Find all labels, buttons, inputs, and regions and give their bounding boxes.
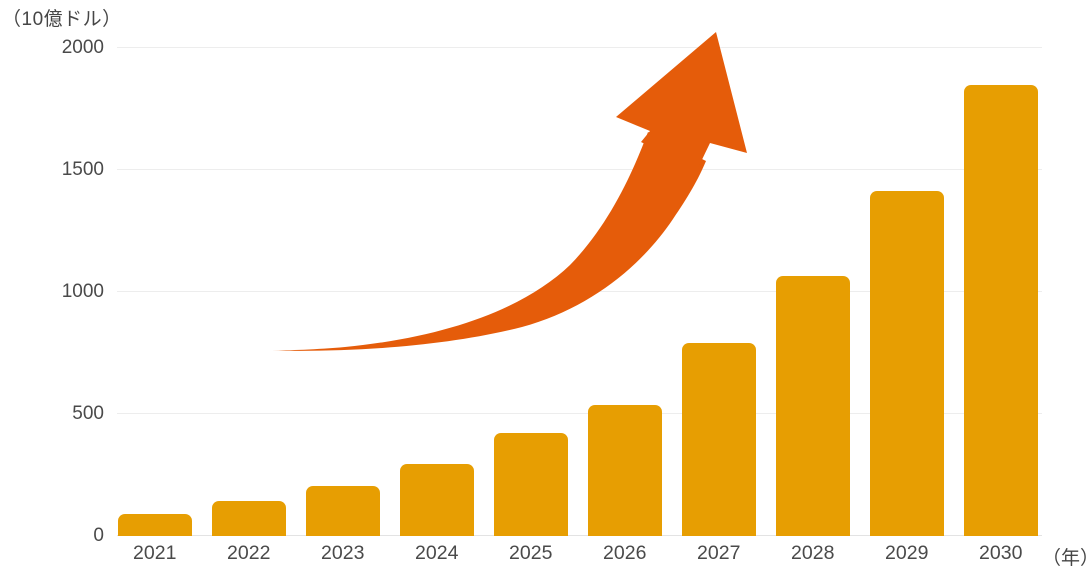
plot-area: [117, 47, 1042, 536]
x-axis: 2021 2022 2023 2024 2025 2026 2027 2028 2029 2030: [117, 542, 1042, 566]
x-axis-label: 2025: [509, 542, 553, 564]
bar-2021: [117, 513, 192, 536]
bar-2026: [587, 405, 662, 536]
y-axis-tick: 0: [93, 524, 104, 546]
gridline: [117, 47, 1042, 48]
bar-2025: [493, 433, 568, 536]
bar-2028: [775, 275, 850, 536]
x-axis-unit-label: （年）: [1042, 548, 1087, 569]
bar-2022: [211, 501, 286, 536]
x-axis-label: 2028: [791, 542, 835, 564]
y-axis-tick: 500: [72, 402, 104, 424]
y-axis-tick: 2000: [61, 37, 104, 58]
y-axis-tick: 1000: [61, 280, 104, 302]
x-axis-label: 2026: [603, 542, 647, 564]
bar-2023: [305, 485, 380, 536]
y-axis-tick: 1500: [61, 158, 104, 180]
y-axis: 0 500 1000 1500 2000: [0, 38, 104, 546]
x-axis-label: 2029: [885, 542, 929, 564]
x-axis-label: 2027: [697, 542, 741, 564]
x-axis-label: 2030: [979, 542, 1023, 564]
x-axis-baseline: [117, 534, 1042, 536]
x-axis-label: 2022: [227, 542, 271, 564]
bar-2024: [399, 463, 474, 536]
gridline: [117, 168, 1042, 170]
bar-2030: [963, 84, 1038, 536]
gridline: [117, 412, 1042, 414]
x-axis-label: 2021: [133, 542, 177, 564]
x-axis-label: 2023: [321, 542, 365, 564]
bar-2027: [681, 342, 756, 536]
x-axis-label: 2024: [415, 542, 459, 564]
bar-2029: [869, 190, 944, 536]
y-axis-unit-label: （10億ドル）: [2, 9, 122, 30]
